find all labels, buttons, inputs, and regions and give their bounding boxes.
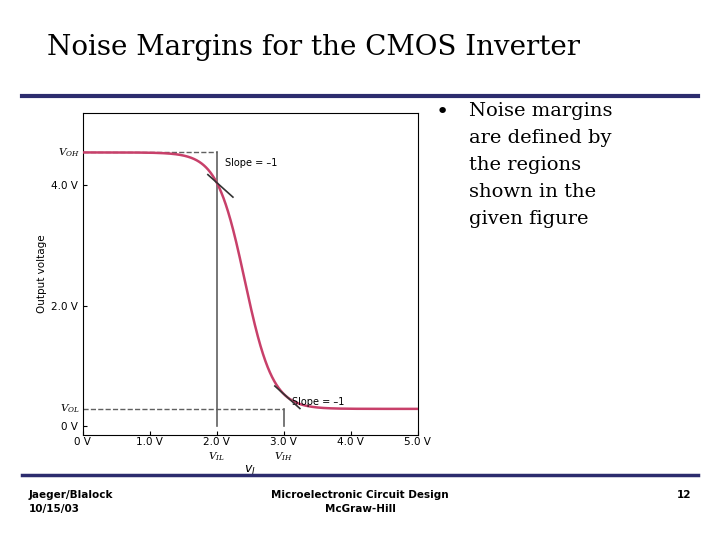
Text: $V_{IL}$: $V_{IL}$ (208, 451, 225, 463)
Text: $V_{OH}$: $V_{OH}$ (58, 146, 79, 159)
Text: Noise Margins for the CMOS Inverter: Noise Margins for the CMOS Inverter (47, 33, 580, 60)
Text: $V_{IH}$: $V_{IH}$ (274, 451, 293, 463)
Text: 12: 12 (677, 490, 691, 501)
Text: Microelectronic Circuit Design
McGraw-Hill: Microelectronic Circuit Design McGraw-Hi… (271, 490, 449, 514)
Text: Slope = –1: Slope = –1 (225, 158, 277, 167)
Text: $V_{OL}$: $V_{OL}$ (60, 403, 79, 415)
Text: Jaeger/Blalock
10/15/03: Jaeger/Blalock 10/15/03 (29, 490, 113, 514)
Text: Slope = –1: Slope = –1 (292, 397, 344, 407)
Y-axis label: Output voltage: Output voltage (37, 235, 47, 313)
Text: Noise margins
are defined by
the regions
shown in the
given figure: Noise margins are defined by the regions… (469, 102, 612, 228)
Text: •: • (436, 102, 449, 122)
X-axis label: $v_I$: $v_I$ (244, 464, 256, 477)
